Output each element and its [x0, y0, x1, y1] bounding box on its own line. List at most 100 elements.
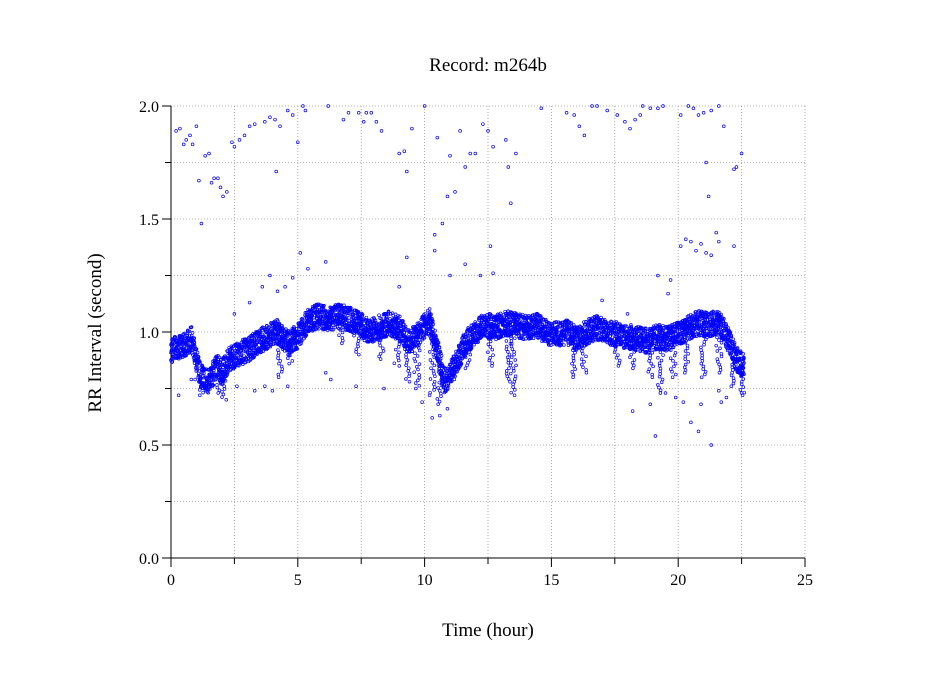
data-point [435, 359, 440, 363]
data-point [689, 329, 694, 333]
data-point [289, 331, 294, 336]
data-point [200, 364, 205, 369]
data-point [217, 388, 222, 393]
data-point [550, 322, 554, 327]
data-point [534, 318, 539, 322]
data-point [433, 328, 437, 333]
data-point [279, 334, 284, 339]
data-point [421, 336, 425, 340]
data-point [415, 325, 419, 329]
data-point [569, 320, 573, 325]
data-point [624, 324, 629, 329]
data-point [229, 344, 234, 348]
data-point [414, 386, 418, 391]
data-point [351, 320, 356, 324]
data-point [531, 336, 536, 340]
data-point [429, 366, 433, 370]
data-point [185, 333, 190, 338]
data-point [725, 348, 730, 353]
data-point [221, 381, 225, 386]
data-point [414, 343, 418, 347]
data-point [389, 312, 393, 316]
data-point [438, 389, 442, 393]
data-point [322, 303, 326, 308]
data-point [380, 335, 384, 340]
data-point [409, 330, 413, 335]
data-point [459, 361, 464, 366]
data-point [645, 330, 650, 334]
data-point [431, 322, 436, 326]
data-point [734, 346, 738, 350]
data-point [475, 340, 480, 345]
data-point [466, 360, 470, 365]
data-point [589, 338, 593, 343]
data-point [239, 349, 244, 353]
data-point [197, 379, 201, 384]
x-tick-label: 20 [670, 572, 686, 589]
data-point [719, 312, 724, 317]
data-point [198, 393, 202, 398]
data-point [741, 366, 746, 370]
data-point [431, 344, 436, 349]
data-point [437, 399, 442, 404]
data-point [463, 344, 468, 349]
data-point [198, 359, 202, 364]
data-point [364, 315, 369, 320]
data-point [378, 338, 383, 342]
data-point [446, 383, 451, 388]
data-point [347, 328, 352, 333]
data-point [498, 311, 503, 316]
data-point [337, 333, 341, 337]
data-point [373, 336, 377, 340]
data-point [386, 312, 391, 317]
data-point [280, 342, 284, 347]
data-point [176, 349, 180, 354]
data-point [673, 329, 678, 334]
data-point [425, 328, 430, 332]
data-point [180, 336, 185, 340]
data-point [222, 376, 227, 380]
data-point [432, 363, 437, 368]
y-tick-label: 1.0 [139, 325, 159, 342]
data-point [187, 333, 192, 338]
data-point [614, 344, 618, 348]
data-point [562, 343, 566, 347]
data-point [417, 384, 421, 388]
x-tick-label: 10 [417, 572, 433, 589]
data-point [591, 327, 596, 331]
data-point [642, 345, 647, 350]
data-point [393, 337, 398, 341]
data-point [366, 339, 371, 344]
data-point [333, 325, 338, 330]
data-point [546, 337, 551, 342]
data-point [472, 335, 477, 340]
data-point [261, 349, 265, 354]
data-point [338, 327, 342, 332]
data-point [215, 383, 219, 387]
data-point [464, 332, 468, 336]
data-points [169, 104, 747, 447]
data-point [319, 310, 323, 315]
data-point [323, 319, 327, 323]
data-point [407, 379, 412, 384]
data-point [722, 317, 726, 321]
data-point [213, 365, 217, 369]
data-point [729, 333, 733, 337]
data-point [377, 313, 381, 317]
data-point [742, 361, 746, 365]
data-point [265, 328, 269, 332]
data-point [463, 366, 468, 370]
data-point [496, 323, 500, 327]
data-point [187, 329, 192, 334]
data-point [644, 327, 648, 331]
data-point [543, 327, 548, 331]
data-point [517, 332, 522, 336]
data-point [428, 358, 433, 362]
data-point [416, 340, 420, 345]
data-point [404, 377, 408, 381]
data-point [436, 402, 440, 407]
x-tick-label: 15 [543, 572, 559, 589]
data-point [173, 335, 177, 339]
data-point [402, 344, 407, 349]
data-point [497, 327, 502, 332]
